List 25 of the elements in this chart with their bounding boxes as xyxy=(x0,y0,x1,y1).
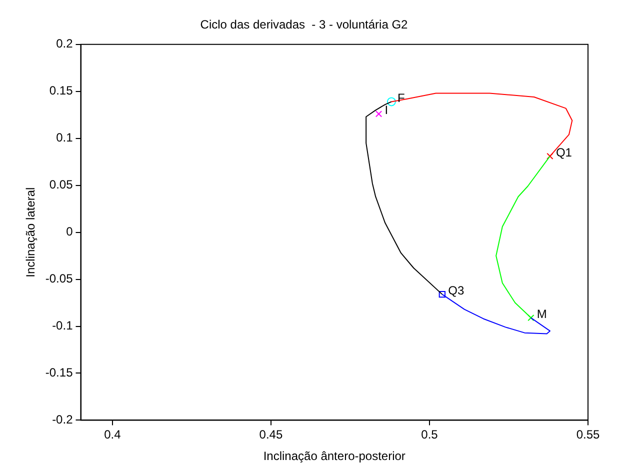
annotation: Q3 xyxy=(448,284,464,298)
point xyxy=(546,152,554,160)
x-tick-label: 0.5 xyxy=(421,428,438,442)
point xyxy=(375,110,382,118)
point xyxy=(528,314,534,322)
y-tick-label: -0.2 xyxy=(52,412,74,427)
y-tick-label: 0.05 xyxy=(49,178,74,192)
y-axis-title: Inclinação lateral xyxy=(24,187,38,278)
annotation: M xyxy=(536,307,547,322)
y-tick-label: 0.15 xyxy=(49,84,74,98)
x-tick-label: 0.45 xyxy=(259,428,283,442)
x-axis-title: Inclinação ântero-posterior xyxy=(263,449,406,464)
x-tick-label: 0.4 xyxy=(104,428,122,442)
chart-title: Ciclo das derivadas - 3 - voluntária G2 xyxy=(200,18,408,32)
y-tick-label: -0.05 xyxy=(45,272,74,286)
point xyxy=(438,290,446,298)
y-tick-label: -0.1 xyxy=(52,318,74,333)
y-tick-label: 0 xyxy=(66,224,74,239)
annotation: Q1 xyxy=(556,146,572,160)
x-tick-label: 0.55 xyxy=(576,428,600,442)
y-tick-label: -0.15 xyxy=(45,366,74,380)
point xyxy=(386,97,396,106)
y-tick-label: 0.1 xyxy=(56,130,74,145)
annotation: I xyxy=(384,103,388,118)
y-tick-label: 0.2 xyxy=(56,36,74,51)
